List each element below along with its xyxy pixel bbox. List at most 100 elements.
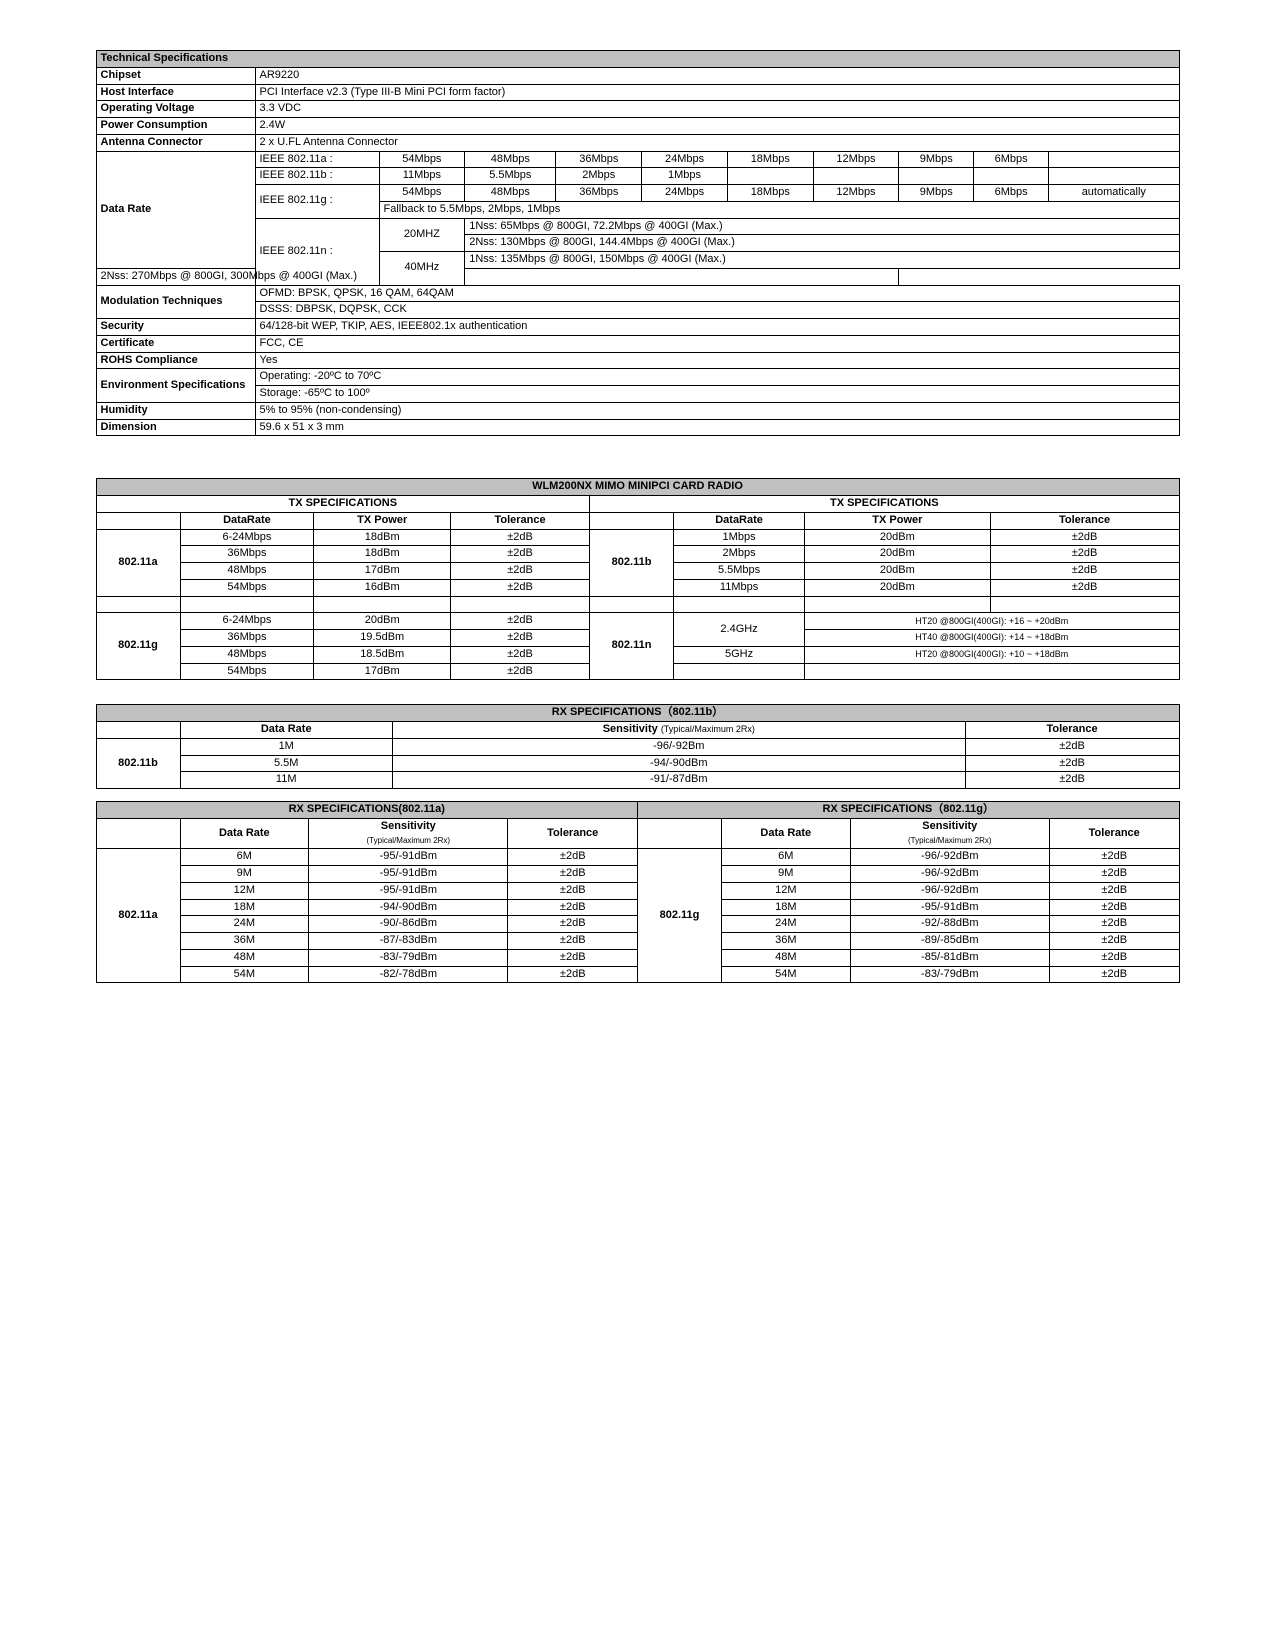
table-cell: 54Mbps	[180, 579, 314, 596]
table-cell: 36Mbps	[180, 630, 314, 647]
table-cell: ±2dB	[451, 563, 590, 580]
table-cell: 18.5dBm	[314, 646, 451, 663]
col-header: Tolerance	[990, 512, 1179, 529]
rate-cell: 12Mbps	[813, 151, 899, 168]
tx-left-title: TX SPECIFICATIONS	[96, 496, 590, 513]
band-label: 802.11a	[96, 849, 180, 983]
table-cell: ±2dB	[990, 563, 1179, 580]
table-cell: -96/-92dBm	[850, 882, 1049, 899]
std-cell: IEEE 802.11b :	[255, 168, 379, 185]
table-cell: -90/-86dBm	[309, 916, 508, 933]
table-cell: ±2dB	[1049, 949, 1179, 966]
col-header: Data Rate	[721, 818, 850, 849]
rx-left-title: RX SPECIFICATIONS(802.11a)	[96, 802, 637, 819]
row-value: OFMD: BPSK, QPSK, 16 QAM, 64QAM	[255, 285, 1179, 302]
rate-cell: 36Mbps	[556, 185, 642, 202]
col-header: Tolerance	[508, 818, 638, 849]
table-cell: 12M	[180, 882, 309, 899]
table-cell: 20dBm	[805, 579, 991, 596]
table-cell: HT40 @800GI(400GI): +14 ~ +18dBm	[805, 630, 1179, 647]
table-cell: 2.4GHz	[674, 613, 805, 647]
table-cell: 18dBm	[314, 529, 451, 546]
tx-right-title: TX SPECIFICATIONS	[590, 496, 1179, 513]
table-cell: ±2dB	[990, 529, 1179, 546]
data-rate-label: Data Rate	[96, 151, 255, 268]
table-cell: ±2dB	[990, 579, 1179, 596]
table-cell: 6M	[721, 849, 850, 866]
table-cell: 36M	[180, 933, 309, 950]
row-value: 2 x U.FL Antenna Connector	[255, 134, 1179, 151]
table-cell: ±2dB	[965, 772, 1179, 789]
rate-cell: 48Mbps	[465, 151, 556, 168]
table-cell: 17dBm	[314, 563, 451, 580]
rate-cell: 11Mbps	[379, 168, 465, 185]
table-cell: 19.5dBm	[314, 630, 451, 647]
rate-cell: 12Mbps	[813, 185, 899, 202]
table-cell: ±2dB	[508, 849, 638, 866]
col-header: TX Power	[805, 512, 991, 529]
col-header: DataRate	[674, 512, 805, 529]
technical-specs-title: Technical Specifications	[96, 51, 1179, 68]
table-cell: 20dBm	[805, 546, 991, 563]
table-cell: -94/-90dBm	[392, 755, 965, 772]
rate-cell: 18Mbps	[727, 185, 813, 202]
row-label: Humidity	[96, 402, 255, 419]
table-cell: 20dBm	[805, 529, 991, 546]
rate-cell	[1049, 168, 1179, 185]
rate-cell: 54Mbps	[379, 151, 465, 168]
col-header: Tolerance	[965, 722, 1179, 739]
table-cell: -83/-79dBm	[850, 966, 1049, 983]
table-cell: -89/-85dBm	[850, 933, 1049, 950]
table-cell: ±2dB	[1049, 882, 1179, 899]
tx-title: WLM200NX MIMO MINIPCI CARD RADIO	[96, 479, 1179, 496]
col-header: DataRate	[180, 512, 314, 529]
table-cell: ±2dB	[965, 755, 1179, 772]
rx-b-table: RX SPECIFICATIONS（802.11b） Data Rate Sen…	[96, 704, 1180, 789]
row-label: Host Interface	[96, 84, 255, 101]
row-label: Power Consumption	[96, 118, 255, 135]
table-cell	[674, 663, 805, 680]
rate-cell: 5.5Mbps	[465, 168, 556, 185]
table-cell: 48Mbps	[180, 646, 314, 663]
table-cell: -82/-78dBm	[309, 966, 508, 983]
row-value: Operating: -20ºC to 70ºC	[255, 369, 1179, 386]
table-cell: -95/-91dBm	[309, 866, 508, 883]
table-cell: ±2dB	[508, 916, 638, 933]
rate-cell: 18Mbps	[727, 151, 813, 168]
table-cell: 11M	[180, 772, 392, 789]
row-label: Dimension	[96, 419, 255, 436]
tx-spec-table: WLM200NX MIMO MINIPCI CARD RADIO TX SPEC…	[96, 478, 1180, 680]
row-value: AR9220	[255, 67, 1179, 84]
table-cell: ±2dB	[508, 966, 638, 983]
rate-cell: 48Mbps	[465, 185, 556, 202]
table-cell: 36M	[721, 933, 850, 950]
rate-line: 2Nss: 130Mbps @ 800GI, 144.4Mbps @ 400GI…	[465, 235, 1179, 252]
table-cell: ±2dB	[508, 899, 638, 916]
row-value: 64/128-bit WEP, TKIP, AES, IEEE802.1x au…	[255, 319, 1179, 336]
rate-fallback: Fallback to 5.5Mbps, 2Mbps, 1Mbps	[379, 201, 1179, 218]
table-cell: 2Mbps	[674, 546, 805, 563]
table-cell: -87/-83dBm	[309, 933, 508, 950]
rate-cell: 24Mbps	[642, 185, 728, 202]
table-cell: 9M	[180, 866, 309, 883]
table-cell: -96/-92Bm	[392, 738, 965, 755]
table-cell: ±2dB	[508, 882, 638, 899]
rate-cell: 2Mbps	[556, 168, 642, 185]
col-header-text: Sensitivity	[603, 723, 658, 735]
std-cell: IEEE 802.11a :	[255, 151, 379, 168]
table-cell: 20dBm	[314, 613, 451, 630]
col-header: Tolerance	[1049, 818, 1179, 849]
table-cell: ±2dB	[451, 529, 590, 546]
table-cell: 5GHz	[674, 646, 805, 663]
table-cell: ±2dB	[451, 546, 590, 563]
technical-specs-table: Technical Specifications Chipset AR9220 …	[96, 50, 1180, 436]
table-cell: ±2dB	[451, 663, 590, 680]
rate-cell	[899, 168, 974, 185]
rate-line: 1Nss: 135Mbps @ 800GI, 150Mbps @ 400GI (…	[465, 252, 1179, 269]
table-cell: 18dBm	[314, 546, 451, 563]
table-cell: -91/-87dBm	[392, 772, 965, 789]
table-cell: 54M	[180, 966, 309, 983]
table-cell: -85/-81dBm	[850, 949, 1049, 966]
table-cell: ±2dB	[451, 579, 590, 596]
rx-ag-table: RX SPECIFICATIONS(802.11a) RX SPECIFICAT…	[96, 801, 1180, 983]
